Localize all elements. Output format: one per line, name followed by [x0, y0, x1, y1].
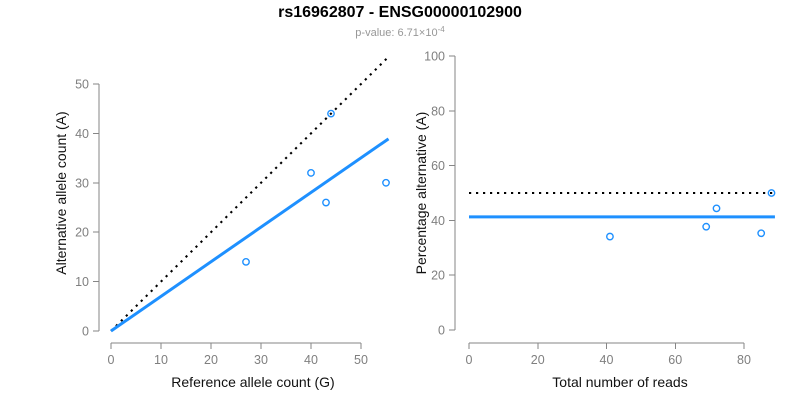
x-tick-label: 40 [600, 353, 614, 367]
fit-line [110, 137, 390, 333]
pvalue-text: p-value: 6.71×10 [355, 27, 438, 39]
pvalue-exponent: -4 [437, 25, 445, 34]
data-point [712, 204, 721, 213]
y-tick-label: 30 [75, 176, 89, 190]
figure-title: rs16962807 - ENSG00000102900 [278, 4, 522, 21]
y-tick-label: 50 [75, 78, 89, 92]
x-tick-label: 30 [254, 353, 268, 367]
y-tick-label: 60 [431, 159, 445, 173]
y-tick-label: 20 [75, 226, 89, 240]
data-point [307, 169, 315, 177]
x-axis-title: Total number of reads [552, 374, 687, 390]
data-point [327, 109, 335, 118]
y-tick-label: 80 [431, 104, 445, 118]
x-axis-title: Reference allele count (G) [171, 374, 334, 390]
reference-dotted-line [110, 55, 391, 332]
y-tick-label: 0 [438, 324, 445, 338]
x-tick-label: 20 [204, 353, 218, 367]
x-tick-label: 50 [354, 353, 368, 367]
x-tick-label: 0 [466, 353, 473, 367]
y-axis-title: Alternative allele count (A) [53, 111, 69, 274]
y-tick-label: 40 [75, 127, 89, 141]
y-tick-label: 40 [431, 214, 445, 228]
y-tick-label: 10 [75, 275, 89, 289]
data-point [606, 232, 614, 241]
y-axis-title: Percentage alternative (A) [413, 112, 429, 275]
data-point [382, 178, 390, 187]
x-tick-label: 0 [108, 353, 115, 367]
figure-header: rs16962807 - ENSG00000102900 p-value: 6.… [0, 4, 800, 40]
x-tick-label: 80 [737, 353, 751, 367]
x-tick-label: 20 [531, 353, 545, 367]
x-tick-label: 40 [304, 353, 318, 367]
data-point [242, 257, 250, 266]
y-tick-label: 100 [424, 50, 445, 64]
y-tick-label: 20 [431, 269, 445, 283]
data-point [767, 189, 776, 197]
data-point [322, 198, 330, 207]
data-point [757, 229, 766, 238]
x-tick-label: 60 [668, 353, 682, 367]
data-point [702, 222, 711, 231]
y-tick-label: 0 [82, 325, 89, 339]
x-tick-label: 10 [154, 353, 168, 367]
figure-subtitle: p-value: 6.71×10-4 [0, 23, 800, 40]
